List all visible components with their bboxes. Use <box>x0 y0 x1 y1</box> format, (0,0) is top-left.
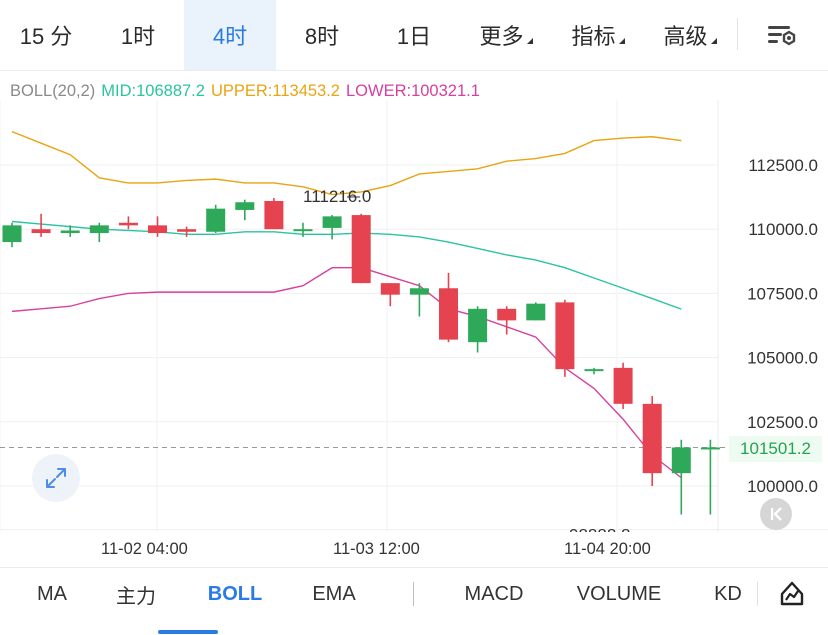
candle-down <box>264 200 284 230</box>
boll-upper-line <box>11 130 682 196</box>
current-price-tag: 101501.2 <box>729 436 822 462</box>
tab-advanced[interactable]: 高级 <box>644 0 736 70</box>
price-tick-label: 105000.0 <box>747 349 818 368</box>
expand-icon[interactable] <box>32 454 80 502</box>
x-axis-label: 11-02 04:00 <box>101 540 188 558</box>
boll-mid-value: MID:106887.2 <box>101 82 205 100</box>
tab-divider <box>737 18 738 50</box>
boll-lower-value: LOWER:100321.1 <box>345 82 480 100</box>
tab-8h[interactable]: 8时 <box>304 24 340 49</box>
jump-to-latest-icon[interactable] <box>760 498 792 530</box>
candle-up <box>89 225 109 234</box>
candle-up <box>584 369 604 372</box>
boll-mid-line <box>11 220 682 310</box>
candle-up <box>700 447 720 450</box>
candle-down <box>439 288 458 340</box>
candle-up <box>60 230 80 234</box>
x-axis-label: 11-03 12:00 <box>333 540 420 558</box>
tab-main-force[interactable]: 主力 <box>116 585 156 608</box>
caret-icon <box>710 38 717 44</box>
high-price-annotation: 111216.0 <box>303 187 371 206</box>
candlestick-chart[interactable]: 112500.0 110000.0 107500.0 105000.0 102500.0… <box>0 100 828 532</box>
price-tick-label: 107500.0 <box>747 284 818 303</box>
price-tick-label: 100000.0 <box>747 477 818 496</box>
candle-down <box>118 222 138 226</box>
low-price-annotation: 98888.8 <box>569 526 630 532</box>
candle-up <box>206 208 226 232</box>
candle-up <box>468 308 488 343</box>
candle-down <box>613 367 633 404</box>
tab-ma[interactable]: MA <box>37 582 67 605</box>
tab-4h[interactable]: 4时 <box>184 0 276 70</box>
tab-more[interactable]: 更多 <box>460 0 552 70</box>
tab-volume[interactable]: VOLUME <box>576 582 662 605</box>
candle-down <box>642 403 662 474</box>
boll-lower-line <box>11 267 682 479</box>
tab-1d[interactable]: 1日 <box>396 24 432 49</box>
drawing-tool-icon[interactable] <box>770 568 814 620</box>
chart-settings-icon[interactable] <box>762 20 802 52</box>
tab-divider <box>413 582 414 606</box>
tab-divider <box>757 582 758 606</box>
price-tick-label: 112500.0 <box>748 156 818 175</box>
tab-1h[interactable]: 1时 <box>120 24 156 49</box>
tab-15m[interactable]: 15 分 <box>19 24 73 49</box>
candle-down <box>351 215 371 284</box>
period-tab-bar: 15 分 1时 4时 8时 1日 更多 指标 高级 <box>0 0 828 71</box>
caret-icon <box>526 38 533 44</box>
tab-macd[interactable]: MACD <box>464 582 524 605</box>
caret-icon <box>618 38 625 44</box>
candle-up <box>409 288 429 295</box>
candle-down <box>555 302 575 370</box>
tab-kd[interactable]: KD <box>714 582 742 605</box>
candle-down <box>148 225 167 234</box>
indicator-tab-bar: MA 主力 BOLL EMA MACD VOLUME KD <box>0 567 828 635</box>
candle-up <box>322 216 342 228</box>
candle-up <box>526 303 546 321</box>
candle-up <box>235 202 255 210</box>
candle-down <box>31 229 51 234</box>
candle-up <box>293 229 313 232</box>
candle-down <box>497 308 517 321</box>
candle-down <box>380 283 400 295</box>
active-tab-indicator <box>158 630 218 634</box>
tab-ema[interactable]: EMA <box>312 582 356 605</box>
x-axis-label: 11-04 20:00 <box>564 540 651 558</box>
boll-name: BOLL(20,2) <box>10 82 96 100</box>
price-tick-label: 102500.0 <box>747 413 818 432</box>
candle-down <box>177 229 197 232</box>
candle-up <box>671 447 691 474</box>
boll-legend: BOLL(20,2) MID:106887.2 UPPER:113453.2 LOWE… <box>10 82 486 101</box>
boll-upper-value: UPPER:113453.2 <box>210 82 340 100</box>
candle-up <box>2 225 22 243</box>
price-tick-label: 110000.0 <box>748 220 818 239</box>
tab-indicators[interactable]: 指标 <box>552 0 644 70</box>
tab-boll[interactable]: BOLL <box>207 582 263 605</box>
